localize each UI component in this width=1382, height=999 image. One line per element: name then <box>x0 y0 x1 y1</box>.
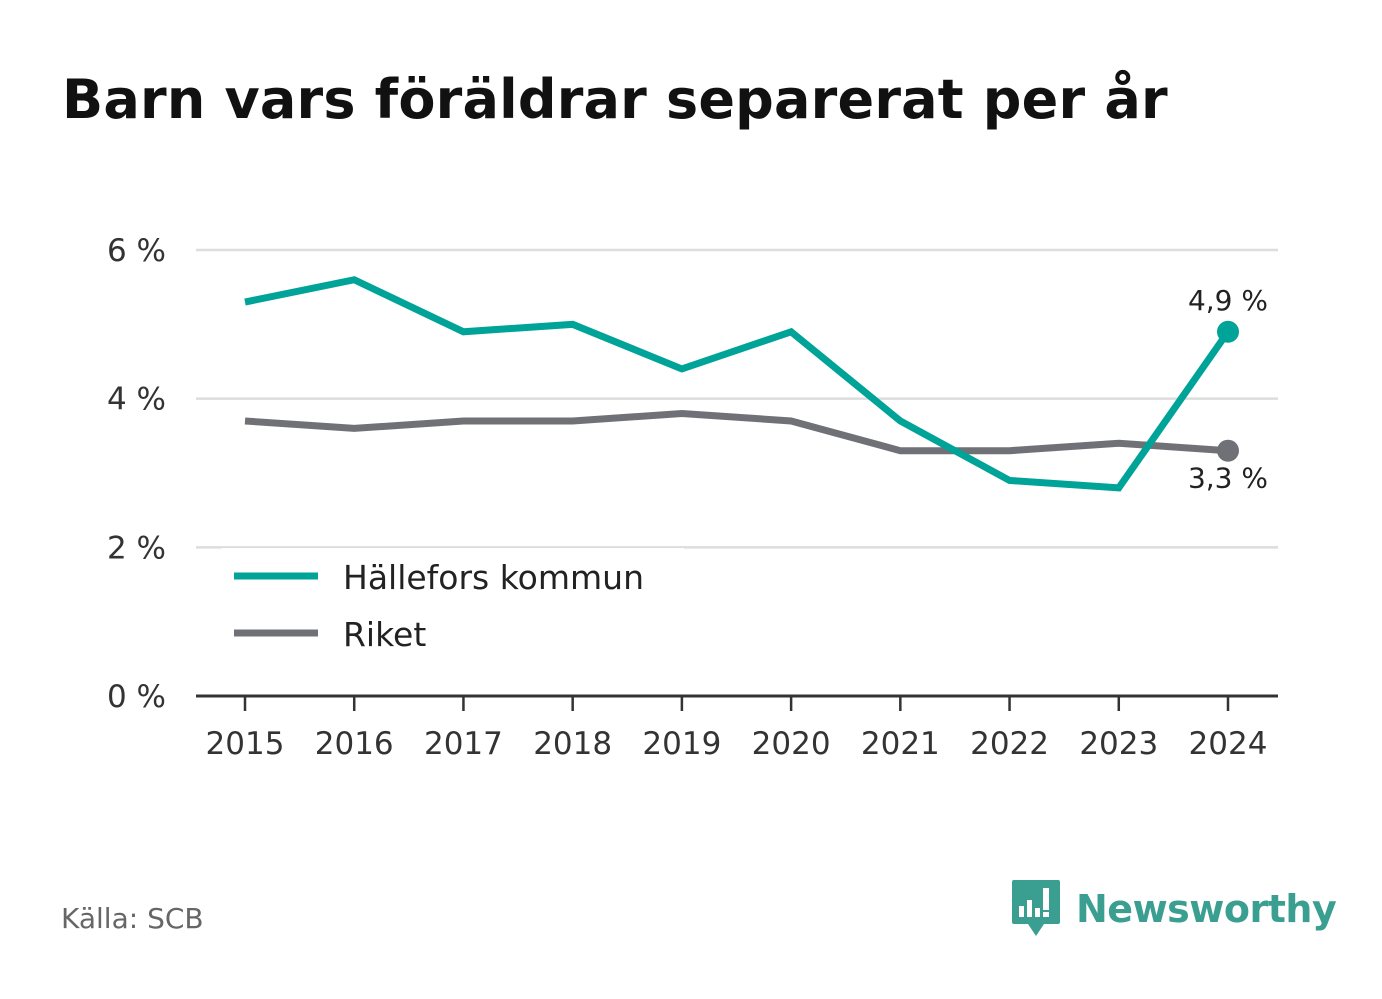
end-label-riket: 3,3 % <box>1188 462 1268 495</box>
end-label-hallefors: 4,9 % <box>1188 284 1268 317</box>
x-tick-label: 2015 <box>206 726 285 762</box>
line-chart: 0 % 2 % 4 % 6 % 2015 2016 2017 2018 2019 2020 202… <box>107 233 1278 762</box>
x-tick-label: 2021 <box>861 726 940 762</box>
y-tick-label: 0 % <box>107 679 166 715</box>
brand-logo: Newsworthy <box>1010 878 1337 940</box>
x-tick-label: 2022 <box>970 726 1049 762</box>
legend: Hällefors kommun Riket <box>222 548 684 668</box>
legend-label-riket: Riket <box>343 615 426 654</box>
y-tick-label: 2 % <box>107 530 166 566</box>
legend-background <box>222 548 684 668</box>
series-lines: 3,3 % 4,9 % <box>244 276 1268 495</box>
chart-title: Barn vars föräldrar separerat per år <box>62 68 1168 131</box>
source-note: Källa: SCB <box>61 902 204 935</box>
legend-label-hallefors: Hällefors kommun <box>343 558 644 597</box>
y-axis-ticks: 0 % 2 % 4 % 6 % <box>107 233 166 715</box>
y-tick-label: 4 % <box>107 382 166 418</box>
x-tick-label: 2018 <box>533 726 612 762</box>
grid-lines <box>196 248 1278 549</box>
end-point-riket <box>1217 439 1239 462</box>
x-tick-label: 2016 <box>315 726 394 762</box>
x-tick-label: 2019 <box>642 726 721 762</box>
series-line-hallefors <box>244 276 1231 492</box>
newsworthy-logo-icon <box>1012 880 1060 936</box>
end-point-hallefors <box>1217 320 1239 343</box>
x-axis: 2015 2016 2017 2018 2019 2020 2021 2022 2023 2024 <box>196 694 1278 762</box>
x-tick-label: 2017 <box>424 726 503 762</box>
x-tick-label: 2023 <box>1079 726 1158 762</box>
series-line-riket <box>244 410 1229 455</box>
x-tick-label: 2024 <box>1189 726 1268 762</box>
y-tick-label: 6 % <box>107 233 166 269</box>
x-tick-label: 2020 <box>752 726 831 762</box>
brand-name: Newsworthy <box>1076 887 1337 931</box>
